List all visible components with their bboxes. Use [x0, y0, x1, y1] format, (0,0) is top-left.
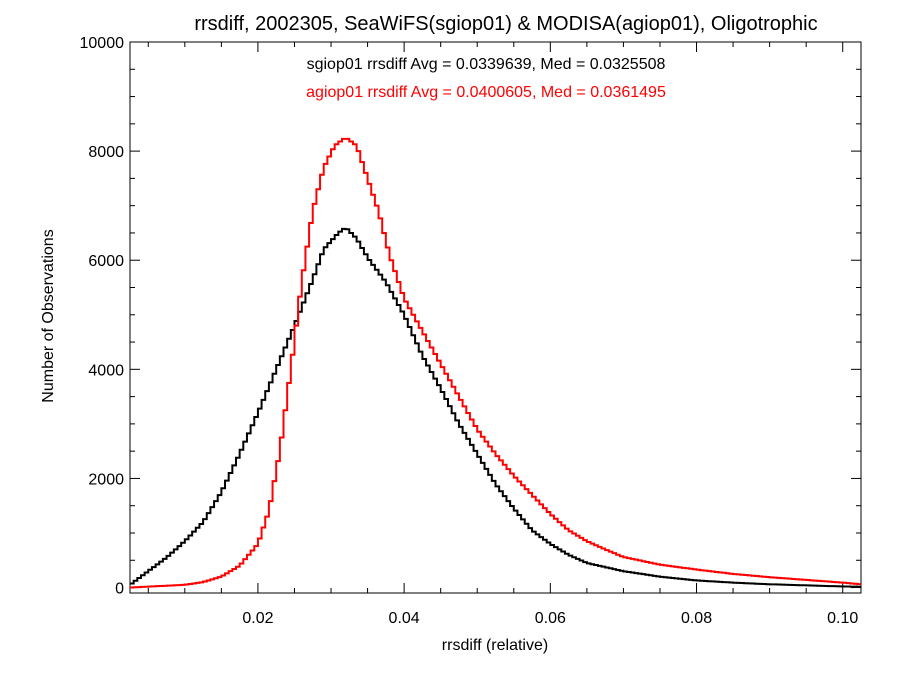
y-tick-label: 10000 [80, 35, 125, 52]
plot-frame [129, 41, 862, 594]
x-tick-label: 0.06 [535, 610, 566, 627]
x-axis-label: rrsdiff (relative) [442, 637, 548, 654]
y-tick-label: 4000 [88, 362, 124, 379]
x-tick-label: 0.04 [389, 610, 420, 627]
sgiop01-stats-annotation: sgiop01 rrsdiff Avg = 0.0339639, Med = 0… [307, 56, 666, 73]
axis-ticks [130, 41, 861, 593]
agiop01-histogram-line [130, 137, 861, 589]
x-tick-label: 0.08 [681, 610, 712, 627]
chart-title: rrsdiff, 2002305, SeaWiFS(sgiop01) & MOD… [194, 13, 817, 35]
y-tick-labels: 0 2000 4000 6000 8000 10000 [80, 35, 125, 598]
y-tick-label: 0 [115, 581, 124, 598]
x-tick-labels: 0.02 0.04 0.06 0.08 0.10 [242, 610, 858, 627]
x-tick-label: 0.02 [242, 610, 273, 627]
y-axis-label: Number of Observations [40, 229, 57, 402]
y-tick-label: 8000 [88, 144, 124, 161]
x-tick-label: 0.10 [827, 610, 858, 627]
agiop01-stats-annotation: agiop01 rrsdiff Avg = 0.0400605, Med = 0… [306, 84, 666, 101]
y-tick-label: 6000 [88, 253, 124, 270]
sgiop01-histogram-line [130, 227, 861, 588]
y-tick-label: 2000 [88, 471, 124, 488]
series-layer [130, 137, 861, 589]
